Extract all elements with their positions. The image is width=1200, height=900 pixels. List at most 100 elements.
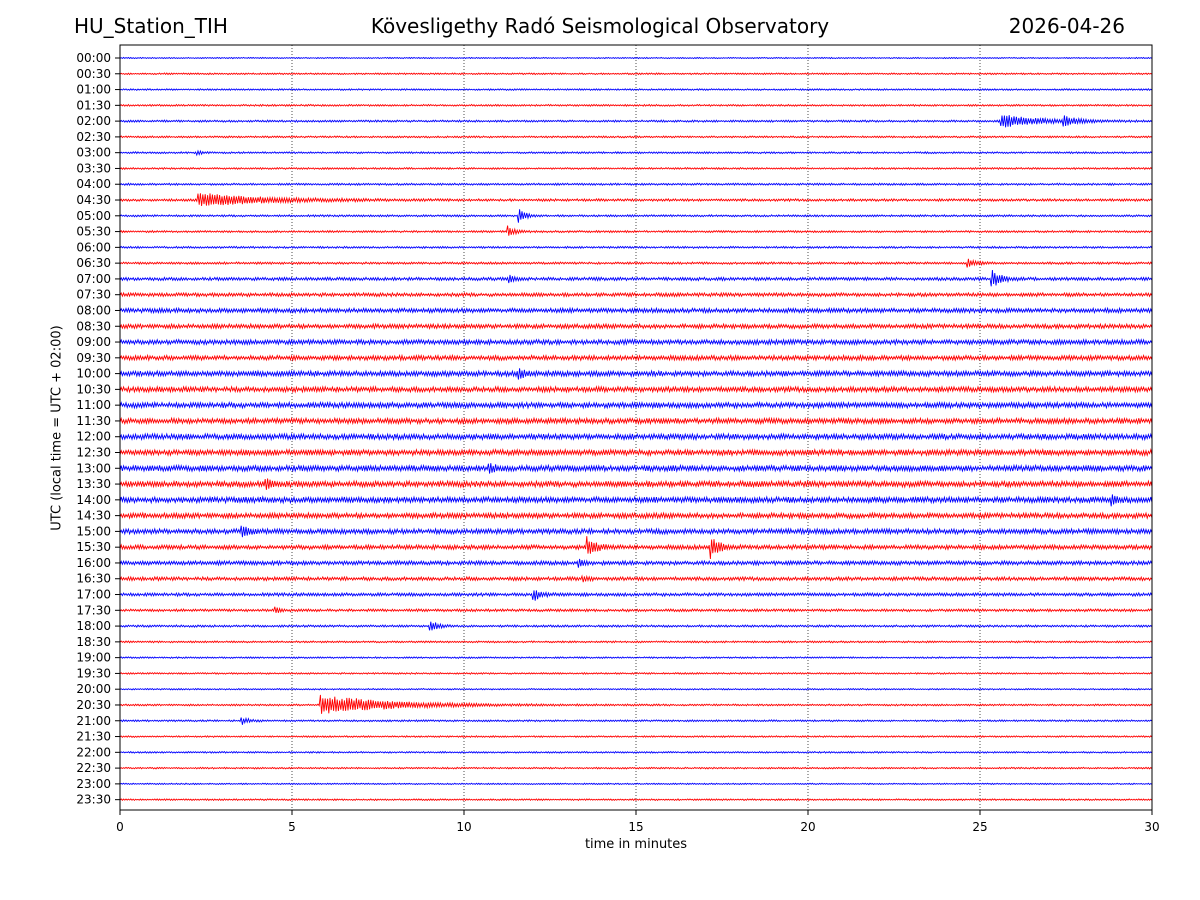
row-label: 22:30 bbox=[76, 761, 111, 775]
row-label: 10:30 bbox=[76, 382, 111, 396]
x-axis-label: time in minutes bbox=[584, 837, 688, 852]
trace-1930 bbox=[119, 671, 1153, 675]
row-label: 21:00 bbox=[76, 714, 111, 728]
trace-0230 bbox=[119, 135, 1153, 139]
trace-0100 bbox=[119, 88, 1153, 92]
row-label: 12:30 bbox=[76, 446, 111, 460]
seismic-traces bbox=[119, 56, 1153, 802]
trace-1530 bbox=[119, 536, 1153, 559]
row-label: 15:30 bbox=[76, 540, 111, 554]
row-label: 13:00 bbox=[76, 461, 111, 475]
trace-1100 bbox=[119, 400, 1153, 410]
x-tick-label: 15 bbox=[628, 820, 643, 834]
trace-0530 bbox=[119, 225, 1153, 236]
trace-0400 bbox=[119, 182, 1153, 187]
row-label: 04:00 bbox=[76, 177, 111, 191]
trace-2300 bbox=[119, 782, 1153, 786]
row-label: 18:30 bbox=[76, 635, 111, 649]
x-tick-label: 30 bbox=[1144, 820, 1159, 834]
x-tick-label: 25 bbox=[972, 820, 987, 834]
row-label: 00:30 bbox=[76, 67, 111, 81]
row-label: 08:00 bbox=[76, 303, 111, 317]
trace-0000 bbox=[119, 56, 1153, 60]
trace-2130 bbox=[119, 735, 1153, 739]
trace-1430 bbox=[119, 511, 1153, 520]
trace-0630 bbox=[119, 258, 1153, 268]
trace-0600 bbox=[119, 245, 1153, 250]
trace-2030 bbox=[119, 694, 1153, 714]
chart-title: Kövesligethy Radó Seismological Observat… bbox=[370, 14, 830, 38]
row-label: 03:00 bbox=[76, 146, 111, 160]
trace-0500 bbox=[119, 209, 1153, 223]
row-label: 06:00 bbox=[76, 240, 111, 254]
row-label: 16:30 bbox=[76, 572, 111, 586]
row-label: 22:00 bbox=[76, 745, 111, 759]
row-label: 09:30 bbox=[76, 351, 111, 365]
row-label: 14:00 bbox=[76, 493, 111, 507]
row-label: 09:00 bbox=[76, 335, 111, 349]
trace-0430 bbox=[119, 193, 1153, 207]
trace-1630 bbox=[119, 574, 1153, 583]
row-label: 19:00 bbox=[76, 651, 111, 665]
plot-frame bbox=[119, 44, 1153, 811]
row-label: 07:00 bbox=[76, 272, 111, 286]
trace-0930 bbox=[119, 353, 1153, 362]
trace-1830 bbox=[119, 640, 1153, 644]
row-label: 20:00 bbox=[76, 682, 111, 696]
x-axis-ticks: 0 5 10 15 20 25 30 bbox=[116, 810, 1160, 834]
row-label: 03:30 bbox=[76, 161, 111, 175]
row-label: 05:00 bbox=[76, 209, 111, 223]
trace-0700 bbox=[119, 270, 1153, 287]
trace-1400 bbox=[119, 494, 1153, 507]
x-tick-label: 20 bbox=[800, 820, 815, 834]
row-label: 00:00 bbox=[76, 51, 111, 65]
trace-2000 bbox=[119, 687, 1153, 691]
trace-1500 bbox=[119, 525, 1153, 538]
row-label: 15:00 bbox=[76, 524, 111, 538]
trace-1230 bbox=[119, 447, 1153, 458]
row-label: 23:00 bbox=[76, 777, 111, 791]
trace-0200 bbox=[119, 115, 1153, 128]
trace-0330 bbox=[119, 166, 1153, 171]
row-label: 23:30 bbox=[76, 793, 111, 807]
trace-1600 bbox=[119, 558, 1153, 568]
trace-0300 bbox=[119, 149, 1153, 157]
trace-1000 bbox=[119, 368, 1153, 380]
trace-2100 bbox=[119, 716, 1153, 725]
row-label: 11:30 bbox=[76, 414, 111, 428]
trace-0830 bbox=[119, 322, 1153, 331]
row-label: 02:00 bbox=[76, 114, 111, 128]
row-label: 17:00 bbox=[76, 588, 111, 602]
row-label: 16:00 bbox=[76, 556, 111, 570]
trace-0030 bbox=[119, 72, 1153, 76]
trace-1200 bbox=[119, 432, 1153, 442]
trace-2330 bbox=[119, 798, 1153, 802]
row-label: 04:30 bbox=[76, 193, 111, 207]
row-label: 02:30 bbox=[76, 130, 111, 144]
row-label: 12:00 bbox=[76, 430, 111, 444]
station-name: HU_Station_TIH bbox=[74, 14, 228, 38]
row-label: 19:30 bbox=[76, 666, 111, 680]
trace-1300 bbox=[119, 463, 1153, 474]
trace-0730 bbox=[119, 291, 1153, 298]
row-label: 01:00 bbox=[76, 83, 111, 97]
chart-date: 2026-04-26 bbox=[1008, 14, 1125, 38]
row-label: 07:30 bbox=[76, 288, 111, 302]
trace-1800 bbox=[119, 621, 1153, 631]
row-label: 17:30 bbox=[76, 603, 111, 617]
trace-1900 bbox=[119, 656, 1153, 660]
x-tick-label: 10 bbox=[456, 820, 471, 834]
row-label: 08:30 bbox=[76, 319, 111, 333]
row-label: 21:30 bbox=[76, 730, 111, 744]
trace-0900 bbox=[119, 337, 1153, 347]
x-tick-label: 0 bbox=[116, 820, 124, 834]
trace-1130 bbox=[119, 416, 1153, 426]
trace-1330 bbox=[119, 478, 1153, 490]
row-label: 05:30 bbox=[76, 225, 111, 239]
trace-2230 bbox=[119, 766, 1153, 770]
row-label: 14:30 bbox=[76, 509, 111, 523]
trace-1700 bbox=[119, 590, 1153, 601]
x-tick-label: 5 bbox=[288, 820, 296, 834]
